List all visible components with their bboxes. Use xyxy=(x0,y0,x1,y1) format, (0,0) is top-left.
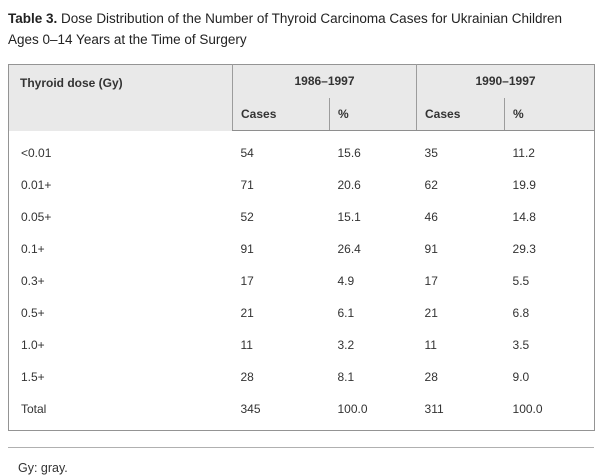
column-header-thyroid-dose: Thyroid dose (Gy) xyxy=(8,64,233,131)
table-caption: Table 3. Dose Distribution of the Number… xyxy=(8,8,586,50)
cases-1990-cell: 62 xyxy=(424,178,438,192)
cases-1986-cell: 54 xyxy=(240,146,254,160)
cases-1986-cell: 11 xyxy=(240,338,253,352)
cases-1986-cell: 28 xyxy=(240,370,254,384)
table-row: 1.5+ 28 8.1 28 9.0 xyxy=(9,361,595,393)
cases-1990-cell: 46 xyxy=(424,210,438,224)
pct-1990-cell: 11.2 xyxy=(512,146,535,160)
dose-cell: 1.5+ xyxy=(21,370,45,384)
pct-1986-cell: 6.1 xyxy=(337,306,355,320)
column-header-cases-1986: Cases xyxy=(232,97,330,131)
dose-distribution-table: Thyroid dose (Gy) 1986–1997 1990–1997 Ca… xyxy=(8,64,596,431)
cases-1986-cell: 91 xyxy=(240,242,254,256)
table-row: 0.01+ 71 20.6 62 19.9 xyxy=(9,169,595,201)
dose-cell: Total xyxy=(21,402,47,416)
pct-1986-cell: 15.1 xyxy=(337,210,361,224)
column-group-1986-1997: 1986–1997 xyxy=(231,64,417,98)
dose-cell: 1.0+ xyxy=(21,338,45,352)
column-header-pct-1986: % xyxy=(328,97,417,131)
pct-1990-cell: 6.8 xyxy=(512,306,530,320)
table-row: 0.05+ 52 15.1 46 14.8 xyxy=(9,201,595,233)
pct-1990-cell: 14.8 xyxy=(512,210,536,224)
footnote-divider xyxy=(8,447,594,448)
cases-1986-cell: 345 xyxy=(240,402,261,416)
cases-1990-cell: 28 xyxy=(424,370,438,384)
cases-1986-cell: 17 xyxy=(240,274,254,288)
pct-1986-cell: 8.1 xyxy=(337,370,355,384)
pct-1986-cell: 3.2 xyxy=(337,338,355,352)
table-row: <0.01 54 15.6 35 11.2 xyxy=(9,131,595,170)
cases-1990-cell: 17 xyxy=(424,274,438,288)
footnote: Gy: gray. xyxy=(18,461,68,475)
dose-cell: 0.3+ xyxy=(21,274,45,288)
pct-1990-cell: 9.0 xyxy=(512,370,530,384)
table-row: 0.1+ 91 26.4 91 29.3 xyxy=(9,233,595,265)
dose-cell: <0.01 xyxy=(21,145,52,160)
cases-1990-cell: 35 xyxy=(424,146,438,160)
table-caption-text: Dose Distribution of the Number of Thyro… xyxy=(8,11,563,47)
pct-1986-cell: 26.4 xyxy=(337,242,361,256)
pct-1990-cell: 5.5 xyxy=(512,274,530,288)
dose-cell: 0.01+ xyxy=(21,178,52,192)
cases-1986-cell: 52 xyxy=(240,210,254,224)
table-caption-label: Table 3. xyxy=(8,11,58,26)
table-header: Thyroid dose (Gy) 1986–1997 1990–1997 Ca… xyxy=(8,64,595,131)
header-group-row: Thyroid dose (Gy) 1986–1997 1990–1997 xyxy=(8,64,595,131)
table-row: 1.0+ 11 3.2 11 3.5 xyxy=(9,329,595,361)
column-group-1990-1997: 1990–1997 xyxy=(416,64,595,98)
cases-1986-cell: 21 xyxy=(240,306,254,320)
column-header-pct-1990: % xyxy=(504,97,595,131)
dose-cell: 0.1+ xyxy=(21,242,45,256)
pct-1990-cell: 3.5 xyxy=(512,338,530,352)
pct-1986-cell: 20.6 xyxy=(337,178,361,192)
cases-1990-cell: 11 xyxy=(424,338,437,352)
header-sub-row: Cases % Cases % xyxy=(9,97,595,131)
pct-1990-cell: 29.3 xyxy=(512,242,536,256)
pct-1986-cell: 15.6 xyxy=(337,146,361,160)
cases-1986-cell: 71 xyxy=(240,178,254,192)
dose-cell: 0.5+ xyxy=(21,306,45,320)
table-row-total: Total 345 100.0 311 100.0 xyxy=(9,393,595,431)
pct-1986-cell: 4.9 xyxy=(337,274,355,288)
table-body: <0.01 54 15.6 35 11.2 0.01+ 71 20.6 62 1… xyxy=(9,131,595,431)
pct-1990-cell: 19.9 xyxy=(512,178,536,192)
dose-cell: 0.05+ xyxy=(21,210,52,224)
pct-1986-cell: 100.0 xyxy=(337,402,368,416)
pct-1990-cell: 100.0 xyxy=(512,402,543,416)
cases-1990-cell: 21 xyxy=(424,306,438,320)
column-header-cases-1990: Cases xyxy=(416,97,505,131)
cases-1990-cell: 311 xyxy=(424,402,444,416)
cases-1990-cell: 91 xyxy=(424,242,438,256)
table-row: 0.3+ 17 4.9 17 5.5 xyxy=(9,265,595,297)
table-row: 0.5+ 21 6.1 21 6.8 xyxy=(9,297,595,329)
